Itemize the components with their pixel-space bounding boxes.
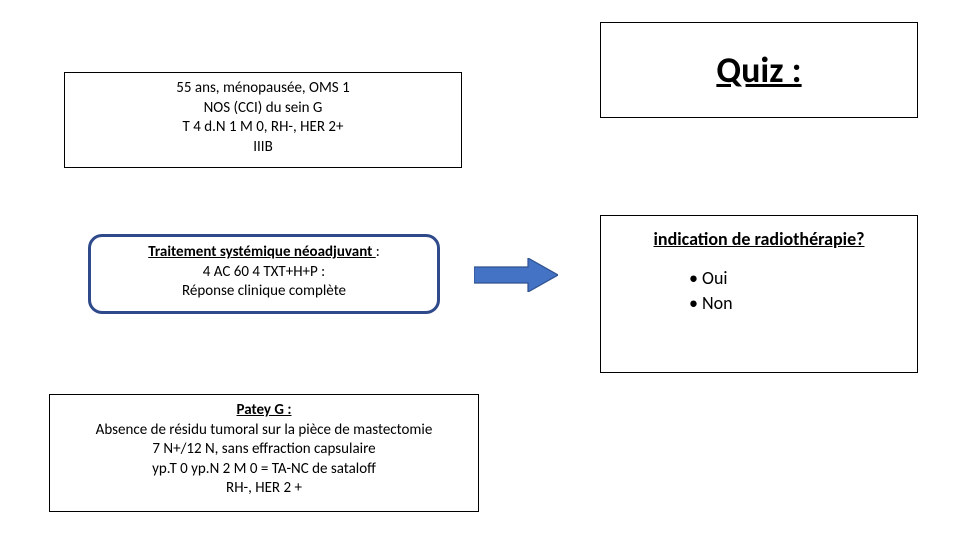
answer-option[interactable]: Oui xyxy=(689,266,917,291)
pathology-line: yp.T 0 yp.N 2 M 0 = TA-NC de sataloff xyxy=(60,460,468,480)
patient-line: T 4 d.N 1 M 0, RH-, HER 2+ xyxy=(75,118,451,138)
patient-line: IIIB xyxy=(75,138,451,158)
answer-options-list: Oui Non xyxy=(601,256,917,316)
pathology-line: RH-, HER 2 + xyxy=(60,479,468,499)
arrow-right-icon xyxy=(474,258,558,292)
pathology-box: Patey G : Absence de résidu tumoral sur … xyxy=(49,394,479,512)
patient-line: NOS (CCI) du sein G xyxy=(75,99,451,119)
pathology-title: Patey G : xyxy=(237,401,292,419)
question-title: indication de radiothérapie? xyxy=(601,216,917,256)
pathology-text: Patey G : Absence de résidu tumoral sur … xyxy=(50,395,478,505)
treatment-title: Traitement systémique néoadjuvant xyxy=(148,243,375,261)
treatment-title-suffix: : xyxy=(376,243,380,261)
treatment-text: Traitement systémique néoadjuvant : 4 AC… xyxy=(91,237,437,308)
patient-line: 55 ans, ménopausée, OMS 1 xyxy=(75,79,451,99)
answer-option[interactable]: Non xyxy=(689,291,917,316)
pathology-title-line: Patey G : xyxy=(60,401,468,421)
question-box: indication de radiothérapie? Oui Non xyxy=(600,215,918,373)
patient-info-box: 55 ans, ménopausée, OMS 1 NOS (CCI) du s… xyxy=(64,72,462,168)
pathology-line: 7 N+/12 N, sans effraction capsulaire xyxy=(60,440,468,460)
quiz-title: Quiz : xyxy=(716,48,801,92)
quiz-title-box: Quiz : xyxy=(600,22,918,118)
patient-info-text: 55 ans, ménopausée, OMS 1 NOS (CCI) du s… xyxy=(65,73,461,163)
treatment-title-line: Traitement systémique néoadjuvant : xyxy=(101,243,427,263)
pathology-line: Absence de résidu tumoral sur la pièce d… xyxy=(60,421,468,441)
treatment-box: Traitement systémique néoadjuvant : 4 AC… xyxy=(88,234,440,314)
treatment-line: Réponse clinique complète xyxy=(101,282,427,302)
treatment-line: 4 AC 60 4 TXT+H+P : xyxy=(101,263,427,283)
